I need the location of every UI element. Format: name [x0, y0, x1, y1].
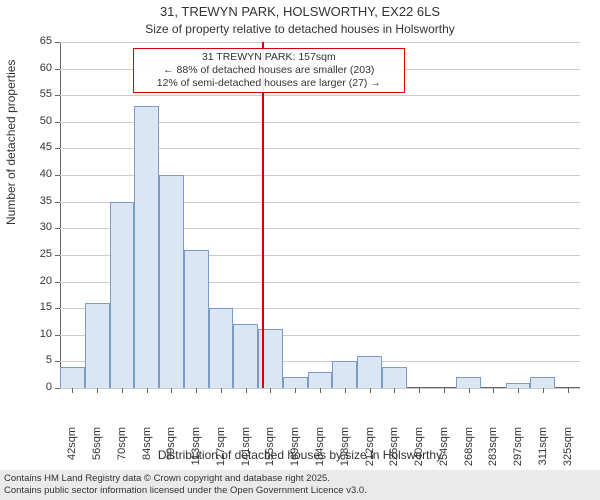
- chart-container: 31, TREWYN PARK, HOLSWORTHY, EX22 6LS Si…: [0, 0, 600, 500]
- x-tick-mark: [419, 388, 420, 393]
- x-tick-label: 113sqm: [190, 427, 202, 477]
- x-tick-mark: [444, 388, 445, 393]
- marker-line: [262, 42, 264, 388]
- histogram-bar: [530, 377, 555, 388]
- annotation-line: 31 TREWYN PARK: 157sqm: [140, 51, 398, 64]
- y-tick-mark: [55, 148, 60, 149]
- histogram-bar: [283, 377, 308, 388]
- y-tick-label: 5: [0, 354, 52, 366]
- histogram-bar: [357, 356, 382, 388]
- x-tick-mark: [543, 388, 544, 393]
- histogram-bar: [159, 175, 184, 388]
- y-tick-label: 20: [0, 275, 52, 287]
- histogram-bar: [233, 324, 258, 388]
- x-tick-label: 212sqm: [364, 427, 376, 477]
- y-tick-label: 65: [0, 35, 52, 47]
- x-tick-label: 240sqm: [413, 427, 425, 477]
- y-tick-label: 30: [0, 221, 52, 233]
- y-tick-mark: [55, 42, 60, 43]
- x-tick-mark: [345, 388, 346, 393]
- x-tick-label: 56sqm: [91, 427, 103, 477]
- histogram-bar: [332, 361, 357, 388]
- x-tick-mark: [469, 388, 470, 393]
- y-tick-label: 50: [0, 115, 52, 127]
- x-tick-mark: [295, 388, 296, 393]
- y-tick-mark: [55, 308, 60, 309]
- histogram-bar: [110, 202, 135, 388]
- histogram-bar: [85, 303, 110, 388]
- x-tick-label: 99sqm: [165, 427, 177, 477]
- y-tick-mark: [55, 388, 60, 389]
- y-tick-mark: [55, 361, 60, 362]
- annotation-box: 31 TREWYN PARK: 157sqm← 88% of detached …: [133, 48, 405, 93]
- x-tick-label: 169sqm: [289, 427, 301, 477]
- y-tick-label: 15: [0, 301, 52, 313]
- x-tick-label: 141sqm: [240, 427, 252, 477]
- x-tick-mark: [72, 388, 73, 393]
- x-tick-label: 198sqm: [339, 427, 351, 477]
- x-tick-mark: [493, 388, 494, 393]
- x-tick-mark: [246, 388, 247, 393]
- y-tick-label: 55: [0, 88, 52, 100]
- x-tick-label: 155sqm: [264, 427, 276, 477]
- x-tick-label: 297sqm: [512, 427, 524, 477]
- x-tick-mark: [518, 388, 519, 393]
- annotation-line: ← 88% of detached houses are smaller (20…: [140, 64, 398, 77]
- x-tick-label: 268sqm: [463, 427, 475, 477]
- y-tick-label: 0: [0, 381, 52, 393]
- x-tick-label: 70sqm: [116, 427, 128, 477]
- y-tick-label: 40: [0, 168, 52, 180]
- y-tick-mark: [55, 175, 60, 176]
- y-tick-label: 45: [0, 141, 52, 153]
- annotation-line: 12% of semi-detached houses are larger (…: [140, 77, 398, 90]
- x-tick-mark: [171, 388, 172, 393]
- histogram-bar: [209, 308, 234, 388]
- gridline: [60, 95, 580, 96]
- x-tick-mark: [270, 388, 271, 393]
- x-tick-mark: [147, 388, 148, 393]
- chart-title: 31, TREWYN PARK, HOLSWORTHY, EX22 6LS: [0, 4, 600, 19]
- y-tick-mark: [55, 255, 60, 256]
- x-tick-label: 311sqm: [537, 427, 549, 477]
- x-tick-label: 325sqm: [562, 427, 574, 477]
- gridline: [60, 42, 580, 43]
- y-tick-mark: [55, 69, 60, 70]
- histogram-bar: [456, 377, 481, 388]
- chart-subtitle: Size of property relative to detached ho…: [0, 22, 600, 36]
- y-tick-label: 35: [0, 195, 52, 207]
- x-tick-mark: [370, 388, 371, 393]
- x-tick-mark: [221, 388, 222, 393]
- x-tick-label: 283sqm: [487, 427, 499, 477]
- y-tick-label: 60: [0, 62, 52, 74]
- y-tick-mark: [55, 228, 60, 229]
- y-tick-label: 10: [0, 328, 52, 340]
- x-tick-mark: [394, 388, 395, 393]
- plot-area: 31 TREWYN PARK: 157sqm← 88% of detached …: [60, 42, 580, 388]
- y-tick-mark: [55, 335, 60, 336]
- y-tick-mark: [55, 282, 60, 283]
- histogram-bar: [308, 372, 333, 388]
- x-tick-label: 226sqm: [388, 427, 400, 477]
- y-tick-mark: [55, 122, 60, 123]
- x-tick-label: 84sqm: [141, 427, 153, 477]
- footnote-line: Contains public sector information licen…: [4, 485, 596, 497]
- y-tick-mark: [55, 202, 60, 203]
- x-tick-label: 184sqm: [314, 427, 326, 477]
- x-tick-label: 254sqm: [438, 427, 450, 477]
- y-axis-line: [60, 42, 61, 388]
- histogram-bar: [184, 250, 209, 388]
- y-tick-label: 25: [0, 248, 52, 260]
- histogram-bar: [60, 367, 85, 388]
- x-tick-label: 42sqm: [66, 427, 78, 477]
- x-tick-mark: [196, 388, 197, 393]
- x-tick-mark: [568, 388, 569, 393]
- x-tick-mark: [320, 388, 321, 393]
- y-tick-mark: [55, 95, 60, 96]
- x-tick-mark: [97, 388, 98, 393]
- x-tick-label: 127sqm: [215, 427, 227, 477]
- histogram-bar: [382, 367, 407, 388]
- x-tick-mark: [122, 388, 123, 393]
- histogram-bar: [134, 106, 159, 388]
